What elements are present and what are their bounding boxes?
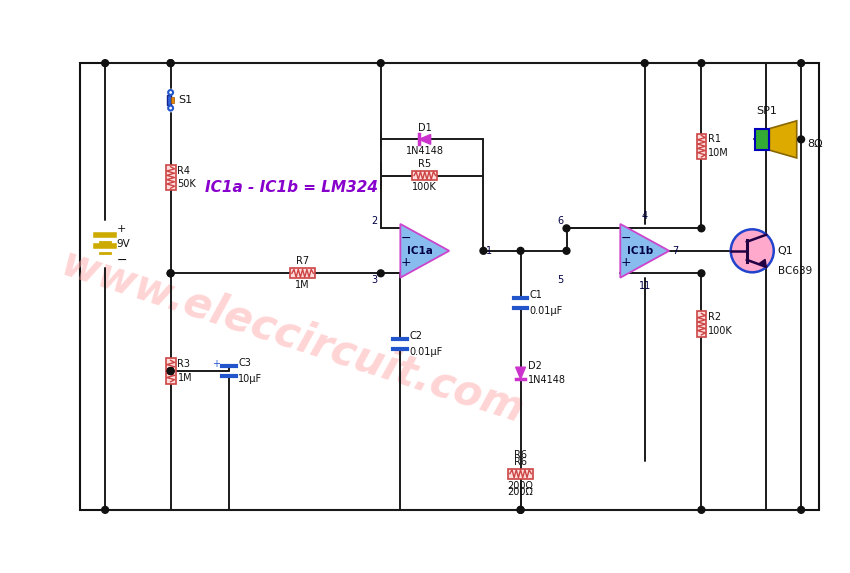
Circle shape [102, 507, 109, 513]
Text: +: + [401, 256, 411, 269]
Text: 50K: 50K [178, 179, 196, 190]
Circle shape [731, 229, 774, 272]
Circle shape [797, 60, 805, 66]
Text: D1: D1 [418, 123, 432, 132]
Circle shape [698, 507, 705, 513]
Text: Q1: Q1 [778, 246, 793, 256]
Bar [166, 165, 175, 190]
Circle shape [167, 60, 174, 66]
Text: 8Ω: 8Ω [807, 139, 823, 150]
Text: +: + [212, 359, 220, 369]
Text: 9V: 9V [116, 239, 131, 249]
Polygon shape [516, 367, 525, 379]
Text: R5: R5 [418, 159, 431, 168]
Text: R3: R3 [178, 359, 190, 369]
Text: 0.01μF: 0.01μF [530, 305, 563, 316]
Text: 200Ω: 200Ω [507, 488, 534, 497]
Text: C1: C1 [530, 290, 542, 300]
Text: 2: 2 [371, 217, 378, 226]
Circle shape [797, 136, 805, 143]
Text: −: − [620, 232, 632, 245]
Circle shape [517, 507, 524, 513]
Text: 1N4148: 1N4148 [405, 146, 444, 156]
Circle shape [698, 270, 705, 277]
Bar [171, 97, 173, 103]
Bar [696, 134, 706, 159]
Text: 1M: 1M [295, 280, 310, 290]
Text: 11: 11 [638, 281, 651, 291]
Bar [166, 358, 175, 384]
Text: www.eleccircuit.com: www.eleccircuit.com [56, 242, 530, 431]
Text: R7: R7 [296, 257, 309, 266]
Text: R2: R2 [708, 312, 722, 322]
Text: 1: 1 [486, 246, 492, 256]
Text: IC1a - IC1b = LM324: IC1a - IC1b = LM324 [205, 180, 378, 195]
Circle shape [698, 225, 705, 231]
Polygon shape [400, 224, 449, 278]
Text: +: + [116, 224, 127, 234]
Circle shape [563, 248, 570, 254]
Polygon shape [760, 260, 766, 267]
Text: SP1: SP1 [756, 106, 778, 116]
Bar [167, 95, 171, 105]
Circle shape [641, 60, 649, 66]
Text: 6: 6 [558, 217, 564, 226]
Circle shape [377, 60, 384, 66]
Text: IC1a: IC1a [407, 246, 433, 256]
Text: −: − [401, 232, 411, 245]
Bar [80, 63, 819, 510]
Text: 200Ω: 200Ω [507, 481, 534, 490]
Text: +: + [620, 256, 632, 269]
Text: R1: R1 [708, 134, 722, 144]
Bar [290, 268, 315, 278]
Text: D2: D2 [529, 361, 542, 371]
Polygon shape [419, 135, 431, 144]
Text: C3: C3 [238, 358, 251, 368]
Text: C2: C2 [409, 331, 422, 341]
Bar [696, 312, 706, 337]
Text: 100K: 100K [708, 326, 733, 336]
Text: 10μF: 10μF [238, 374, 262, 384]
Text: R4: R4 [178, 166, 190, 175]
Text: 4: 4 [642, 211, 648, 221]
Text: 3: 3 [371, 275, 378, 285]
Circle shape [102, 60, 109, 66]
Text: R6: R6 [514, 450, 527, 460]
Circle shape [168, 105, 173, 111]
Text: 10M: 10M [708, 148, 729, 158]
Circle shape [167, 368, 174, 375]
Text: −: − [116, 254, 127, 267]
Bar [755, 128, 769, 150]
Polygon shape [769, 121, 796, 158]
Polygon shape [620, 224, 669, 278]
Circle shape [168, 90, 173, 95]
Text: 1M: 1M [178, 373, 192, 383]
Circle shape [797, 507, 805, 513]
Bar [755, 128, 769, 150]
Text: 0.01μF: 0.01μF [409, 347, 442, 356]
Text: 7: 7 [672, 246, 678, 256]
Text: R6: R6 [514, 457, 527, 467]
Circle shape [167, 368, 174, 375]
Circle shape [167, 270, 174, 277]
Circle shape [517, 248, 524, 254]
Bar [507, 469, 533, 478]
Circle shape [377, 270, 384, 277]
Text: S1: S1 [178, 95, 193, 105]
Bar [412, 171, 438, 180]
Circle shape [480, 248, 487, 254]
Text: IC1b: IC1b [626, 246, 653, 256]
Text: BC639: BC639 [778, 266, 812, 276]
Circle shape [563, 225, 570, 231]
Text: 5: 5 [558, 275, 564, 285]
Circle shape [167, 60, 174, 66]
Circle shape [698, 60, 705, 66]
Circle shape [517, 507, 524, 513]
Text: 1N4148: 1N4148 [529, 375, 566, 385]
Circle shape [167, 270, 174, 277]
Text: 100K: 100K [412, 182, 437, 193]
